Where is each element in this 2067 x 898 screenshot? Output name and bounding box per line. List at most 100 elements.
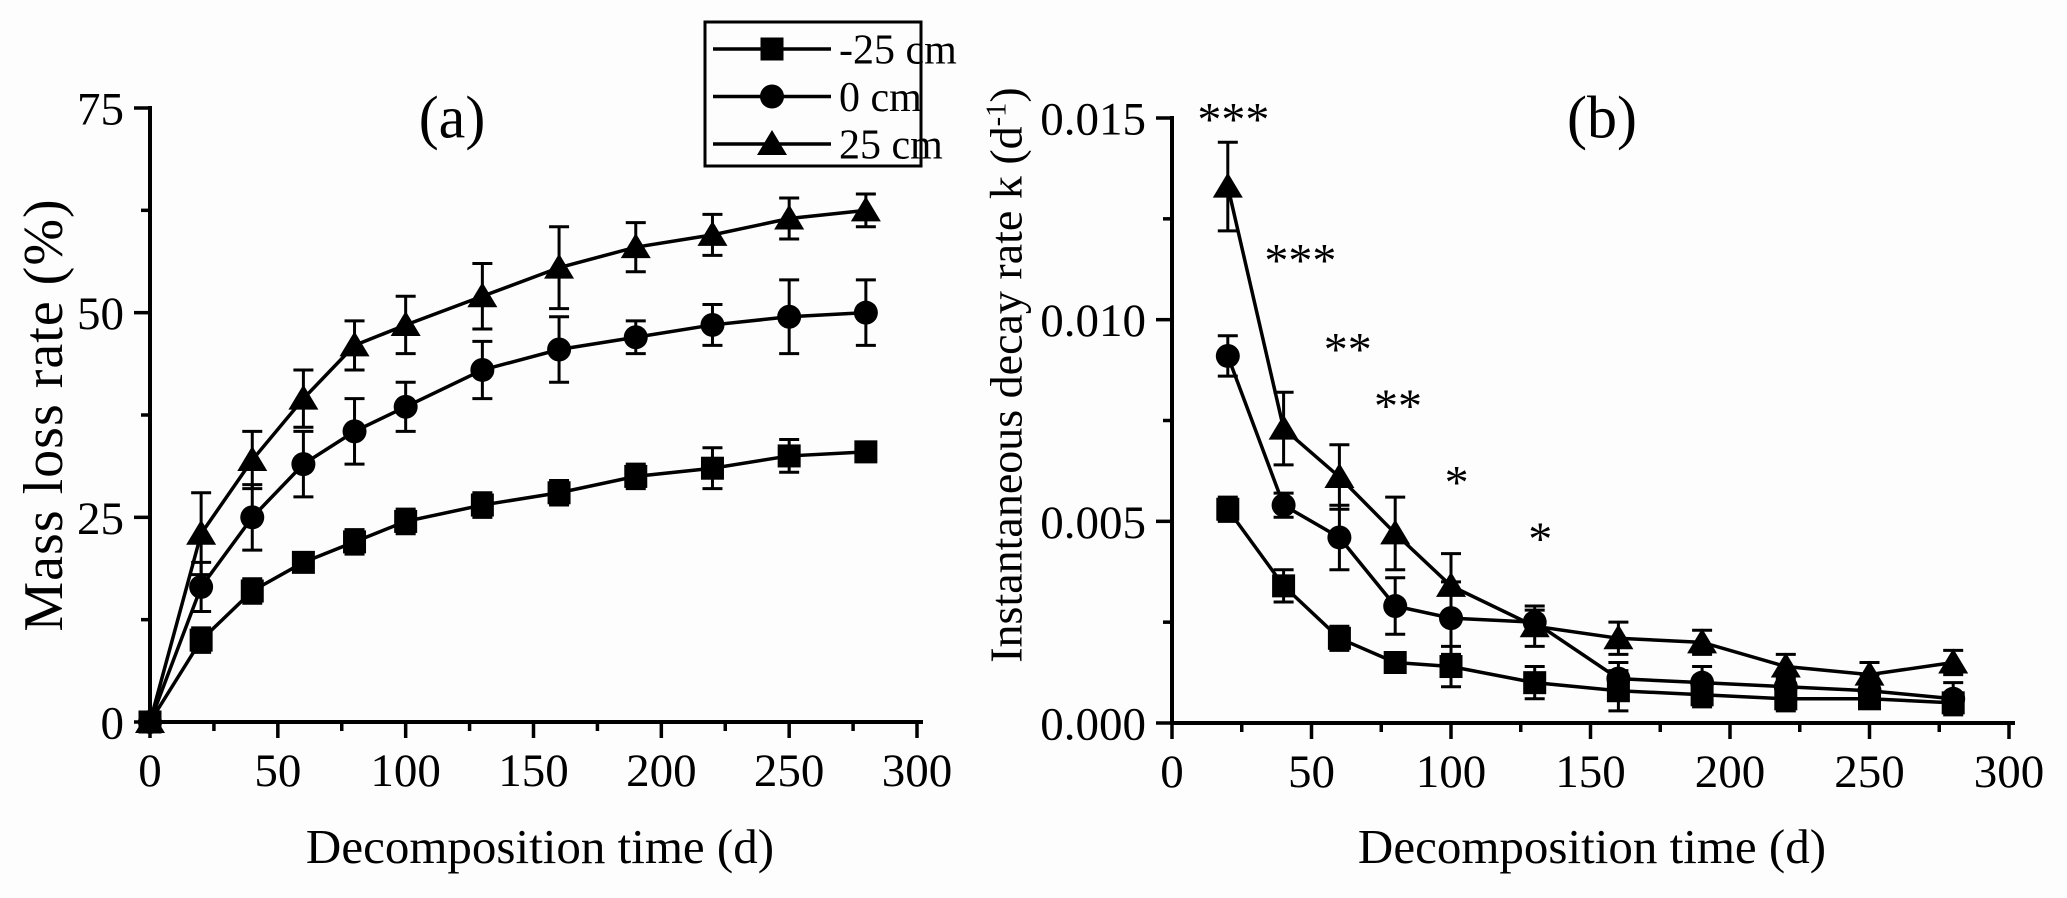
square-marker [624,464,648,488]
x-tick-label: 50 [254,745,301,797]
axes [148,106,923,724]
square-marker [189,628,213,652]
panel-b-y-axis-title: Instantaneous decay rate k (d-1) [980,87,1033,663]
triangle-marker [1938,648,1969,674]
legend-label: -25 cm [839,28,957,74]
panel-b-y-axis-title-suffix: ) [980,87,1032,103]
x-tick-label: 300 [1974,746,2045,798]
triangle-marker [1519,612,1550,638]
y-tick-label: 0 [101,697,125,749]
x-tick-label: 200 [626,745,697,797]
circle-marker [342,419,367,444]
circle-marker [291,452,316,477]
square-marker [760,37,784,61]
square-marker [854,440,878,464]
x-tick-label: 100 [1416,746,1487,798]
square-marker [1383,651,1407,674]
triangle-marker [1324,462,1355,488]
x-tick-label: 150 [1555,746,1626,798]
triangle-marker [1436,571,1466,597]
square-marker [700,456,724,480]
triangle-marker [1770,652,1801,678]
triangle-marker [1687,628,1718,654]
x-tick-label: 0 [1160,746,1184,798]
triangle-marker [186,519,217,545]
y-tick-label: 0.000 [1040,698,1146,750]
square-marker [1327,626,1351,650]
triangle-marker [850,196,881,222]
circle-marker [1383,594,1408,619]
x-tick-label: 200 [1695,746,1766,798]
series-0cm [138,278,878,734]
circle-marker [393,394,418,419]
triangle-marker [237,446,268,472]
legend-entry: 25 cm [713,123,943,169]
square-marker [1439,655,1463,679]
series-25cm [135,192,881,733]
legend-entry: 0 cm [713,75,922,121]
triangle-marker [390,310,421,336]
circle-marker [470,357,495,382]
square-marker [1216,497,1240,521]
square-marker [394,509,418,533]
x-tick-label: 150 [498,745,569,797]
legend-label: 25 cm [839,123,943,169]
circle-marker [1215,343,1240,368]
circle-marker [853,300,878,325]
circle-marker [547,337,572,362]
triangle-marker [757,130,787,155]
square-marker [343,530,367,554]
circle-marker [240,505,265,530]
triangle-marker [339,331,370,357]
y-tick-label: 0.005 [1040,497,1146,549]
triangle-marker [1603,624,1634,650]
panel-b-x-axis-title: Decomposition time (d) [1357,819,1827,874]
triangle-marker [1380,519,1411,545]
triangle-marker [774,204,805,230]
y-tick-label: 0.015 [1040,93,1146,145]
legend-entry: -25 cm [713,28,957,74]
triangle-marker [135,708,165,733]
circle-marker [1271,493,1296,518]
significance-star: *** [1264,235,1336,288]
circle-marker [700,312,725,337]
y-tick-label: 50 [77,288,124,340]
legend-box [703,20,923,168]
series-25cm [1212,140,1969,689]
square-marker [777,444,801,468]
circle-marker [1606,666,1631,691]
legend-label: 0 cm [839,75,922,121]
triangle-marker [1212,172,1243,198]
triangle-marker [544,253,575,279]
triangle-marker [1854,660,1885,686]
circle-marker [777,304,802,329]
triangle-marker [1268,414,1299,440]
panel-a-y-axis-title: Mass loss rate (%) [12,198,76,631]
x-tick-label: 0 [138,745,162,797]
x-tick-label: 250 [754,745,825,797]
series-0cm [1215,334,1966,717]
x-tick-label: 250 [1834,746,1905,798]
x-tick-label: 300 [882,745,953,797]
square-marker [470,493,494,517]
panel-a-label: (a) [418,84,486,151]
triangle-marker [697,220,728,246]
circle-marker [189,574,214,599]
x-tick-label: 100 [370,745,441,797]
series-line [1226,186,1954,677]
triangle-marker [467,282,498,308]
square-marker [547,481,571,505]
panel-b-label: (b) [1567,84,1637,151]
y-tick-label: 75 [77,83,124,135]
y-tick-label: 25 [77,493,124,545]
circle-marker [623,325,648,350]
circle-marker [1690,670,1715,695]
series-line [148,208,867,723]
panel-b-y-axis-title-prefix: Instantaneous decay rate k (d [980,126,1032,663]
series--25cm [138,438,878,734]
